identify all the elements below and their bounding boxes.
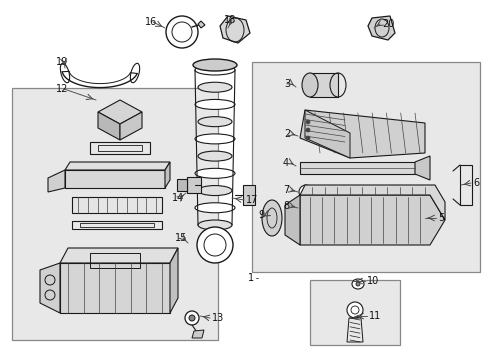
- Polygon shape: [60, 263, 170, 313]
- Ellipse shape: [198, 185, 231, 195]
- Polygon shape: [299, 162, 414, 174]
- Polygon shape: [186, 177, 201, 193]
- Text: 14: 14: [172, 193, 184, 203]
- Text: 7: 7: [283, 185, 289, 195]
- Polygon shape: [309, 73, 337, 97]
- Text: 3: 3: [284, 79, 289, 89]
- Polygon shape: [299, 185, 444, 220]
- Text: 8: 8: [283, 201, 288, 211]
- Polygon shape: [120, 112, 142, 140]
- Bar: [251, 62, 479, 272]
- Ellipse shape: [193, 59, 237, 71]
- Text: 19: 19: [56, 57, 68, 67]
- Polygon shape: [98, 100, 142, 124]
- Ellipse shape: [355, 282, 359, 286]
- Polygon shape: [98, 112, 120, 140]
- Ellipse shape: [262, 200, 282, 236]
- Text: 2: 2: [284, 129, 290, 139]
- Polygon shape: [220, 16, 249, 43]
- Polygon shape: [65, 170, 164, 188]
- Polygon shape: [285, 195, 299, 245]
- Text: 16: 16: [145, 17, 157, 27]
- Polygon shape: [192, 330, 203, 338]
- Ellipse shape: [195, 203, 235, 213]
- Polygon shape: [40, 263, 60, 313]
- Ellipse shape: [198, 151, 231, 161]
- Text: 18: 18: [224, 15, 236, 25]
- Text: 4: 4: [283, 158, 288, 168]
- Polygon shape: [299, 195, 444, 245]
- Text: 12: 12: [56, 84, 68, 94]
- Text: 11: 11: [368, 311, 381, 321]
- Bar: [12, 88, 218, 340]
- Polygon shape: [48, 170, 65, 192]
- Ellipse shape: [195, 99, 235, 109]
- Text: 15: 15: [175, 233, 187, 243]
- Ellipse shape: [298, 185, 312, 199]
- Ellipse shape: [298, 201, 312, 215]
- Ellipse shape: [198, 82, 231, 92]
- Polygon shape: [414, 156, 429, 180]
- Polygon shape: [305, 110, 349, 158]
- Bar: [309, 280, 399, 345]
- Ellipse shape: [195, 65, 235, 75]
- Ellipse shape: [305, 128, 309, 132]
- Ellipse shape: [198, 220, 231, 230]
- Polygon shape: [164, 162, 170, 188]
- Text: 10: 10: [366, 276, 379, 286]
- Text: 20: 20: [381, 19, 393, 29]
- Ellipse shape: [189, 315, 195, 321]
- Polygon shape: [367, 16, 394, 40]
- Text: 5: 5: [437, 213, 443, 223]
- Polygon shape: [60, 248, 178, 263]
- Text: 6: 6: [472, 178, 478, 188]
- Ellipse shape: [305, 120, 309, 124]
- Polygon shape: [65, 162, 170, 170]
- Text: 9: 9: [258, 210, 264, 220]
- Polygon shape: [198, 21, 204, 28]
- Polygon shape: [243, 185, 254, 205]
- Polygon shape: [170, 248, 178, 313]
- Ellipse shape: [197, 227, 232, 263]
- Polygon shape: [299, 110, 424, 158]
- Ellipse shape: [184, 311, 199, 325]
- Ellipse shape: [303, 205, 308, 211]
- Text: 1: 1: [247, 273, 254, 283]
- Ellipse shape: [305, 136, 309, 140]
- Ellipse shape: [346, 302, 362, 318]
- Ellipse shape: [165, 16, 198, 48]
- Ellipse shape: [302, 73, 317, 97]
- Ellipse shape: [351, 279, 363, 289]
- Polygon shape: [177, 179, 186, 191]
- Polygon shape: [72, 197, 162, 213]
- Ellipse shape: [195, 134, 235, 144]
- Ellipse shape: [303, 189, 308, 195]
- Ellipse shape: [198, 117, 231, 127]
- Ellipse shape: [195, 168, 235, 178]
- Text: 13: 13: [212, 313, 224, 323]
- Text: 17: 17: [245, 195, 258, 205]
